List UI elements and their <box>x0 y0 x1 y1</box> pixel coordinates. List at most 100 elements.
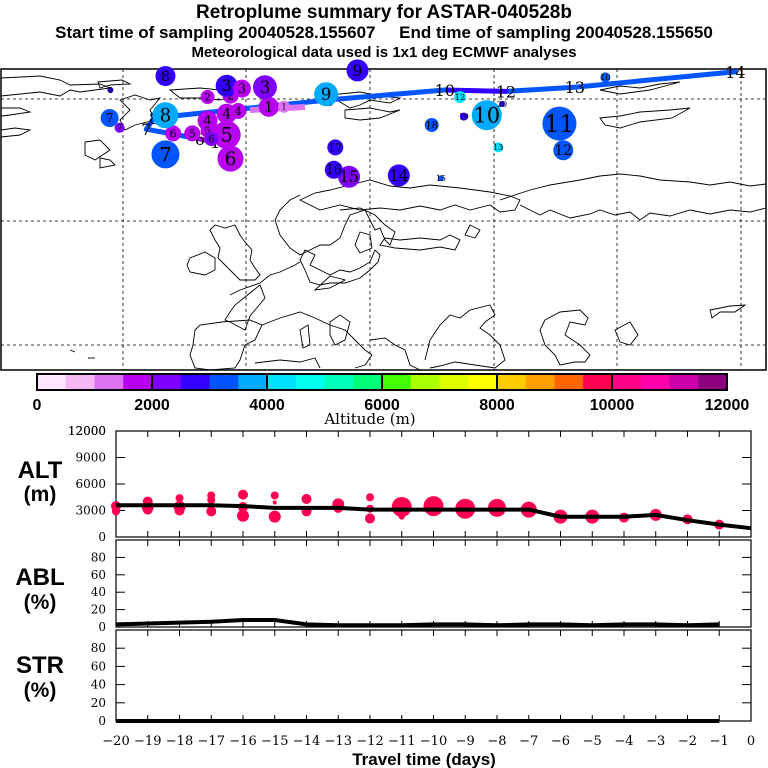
map-graticule <box>1 69 766 370</box>
cluster-label: 6 <box>208 134 214 145</box>
colorbar-tick-label: 8000 <box>479 397 515 414</box>
x-tick-label: −11 <box>388 734 415 749</box>
cluster-dot <box>114 122 125 133</box>
cluster-dot <box>542 106 577 141</box>
cluster-label: 15 <box>436 174 446 183</box>
alt-series-line <box>116 503 752 531</box>
alt-cluster-dot <box>238 489 248 500</box>
alt-cluster-dot <box>398 513 405 520</box>
alt-cluster-dot <box>207 495 216 504</box>
colorbar-label: Altitude (m) <box>323 410 415 428</box>
x-tick-label: −17 <box>198 734 225 749</box>
cluster-dot <box>100 109 119 127</box>
x-tick-label: −6 <box>551 734 570 749</box>
cluster-label: 7 <box>106 110 114 125</box>
y-tick-label: 0 <box>98 530 106 544</box>
cluster-dot <box>204 132 219 146</box>
cluster-label: 1 <box>281 102 286 112</box>
cluster-label: 2 <box>204 92 210 103</box>
y-tick-label: 0 <box>98 714 106 728</box>
x-tick-label: −2 <box>678 734 697 749</box>
cluster-dot <box>107 87 114 93</box>
cluster-label: 12 <box>554 143 572 159</box>
colorbar-swatch <box>94 374 124 390</box>
cluster-label: 10 <box>600 73 610 82</box>
colorbar-swatch <box>669 374 699 390</box>
cluster-dot <box>252 75 277 100</box>
cluster-dot <box>338 165 361 188</box>
cluster-label: 5 <box>189 127 196 140</box>
track-label: 13 <box>565 78 585 97</box>
abl-unit: (%) <box>24 591 57 614</box>
cluster-dot <box>324 160 343 179</box>
cluster-label: 20 <box>497 100 507 109</box>
cluster-dot <box>454 91 466 103</box>
cluster-dot <box>600 72 611 83</box>
colorbar-swatch <box>180 374 210 390</box>
cluster-dot <box>424 118 439 132</box>
x-tick-label: −20 <box>102 734 129 749</box>
cluster-label: 7 <box>159 143 171 166</box>
x-tick-label: −13 <box>325 734 352 749</box>
colorbar-tick-label: 4000 <box>249 397 285 414</box>
cluster-label: 10 <box>473 104 500 128</box>
x-tick-label: −7 <box>519 734 538 749</box>
alt-cluster-dot <box>206 506 217 517</box>
colorbar-tick-label: 6000 <box>364 397 400 414</box>
colorbar-tick-label: 0 <box>33 397 42 414</box>
cluster-label: 17 <box>328 141 342 154</box>
track-label: 14 <box>725 63 745 82</box>
cluster-label: 16 <box>326 162 342 177</box>
y-tick-label: 6000 <box>75 477 106 491</box>
x-tick-label: −12 <box>356 734 383 749</box>
time-series-panels: 0300060009000120001200002040608002040608… <box>68 424 755 749</box>
alt-cluster-dot <box>175 494 184 503</box>
plume-clusters: 1122333444555666777888991010111212131415… <box>100 59 611 188</box>
y-tick-label: 40 <box>91 678 106 692</box>
cluster-dot <box>155 66 176 86</box>
y-tick-label: 12000 <box>68 424 106 438</box>
cluster-label: 9 <box>353 62 363 80</box>
colorbar-swatch <box>612 374 642 390</box>
cluster-dot <box>230 103 247 119</box>
cluster-label: 15 <box>339 168 359 186</box>
alt-cluster-dot <box>270 491 279 500</box>
abl-frame <box>115 539 752 628</box>
x-tick-label: −8 <box>487 734 506 749</box>
cluster-label: 11 <box>544 110 574 138</box>
track-segment <box>442 87 509 94</box>
cluster-dot <box>471 100 502 131</box>
track-label: 12 <box>496 82 516 101</box>
sampling-times: Start time of sampling 20040528.155607 E… <box>55 23 713 42</box>
colorbar-tick-label: 2000 <box>134 397 170 414</box>
track-segment <box>327 87 448 103</box>
colorbar-swatch <box>525 374 555 390</box>
cluster-dot <box>553 140 574 161</box>
track-segment <box>572 69 738 90</box>
colorbar-swatch <box>37 374 67 390</box>
colorbar-swatch <box>410 374 440 390</box>
x-tick-label: 0 <box>747 734 755 749</box>
colorbar-swatch <box>295 374 325 390</box>
cluster-label: 5 <box>204 126 210 137</box>
y-tick-label: 60 <box>91 659 106 673</box>
track-label: 6 <box>195 130 205 149</box>
cluster-dot <box>152 102 179 129</box>
colorbar-swatch <box>123 374 153 390</box>
colorbar-swatch <box>554 374 584 390</box>
cluster-label: 6 <box>225 149 237 170</box>
alt-unit: (m) <box>24 483 57 506</box>
cluster-dot <box>212 120 241 149</box>
cluster-dot <box>184 125 201 142</box>
cluster-dot <box>215 74 238 97</box>
cluster-label: 8 <box>108 86 113 95</box>
colorbar-swatch <box>65 374 95 390</box>
cluster-dot <box>217 145 244 172</box>
map-frame <box>0 68 767 371</box>
abl-series-line <box>115 618 720 628</box>
cluster-dot <box>327 139 344 156</box>
colorbar-swatch <box>640 374 670 390</box>
alt-cluster-dot <box>391 496 412 517</box>
colorbar-swatch <box>497 374 527 390</box>
